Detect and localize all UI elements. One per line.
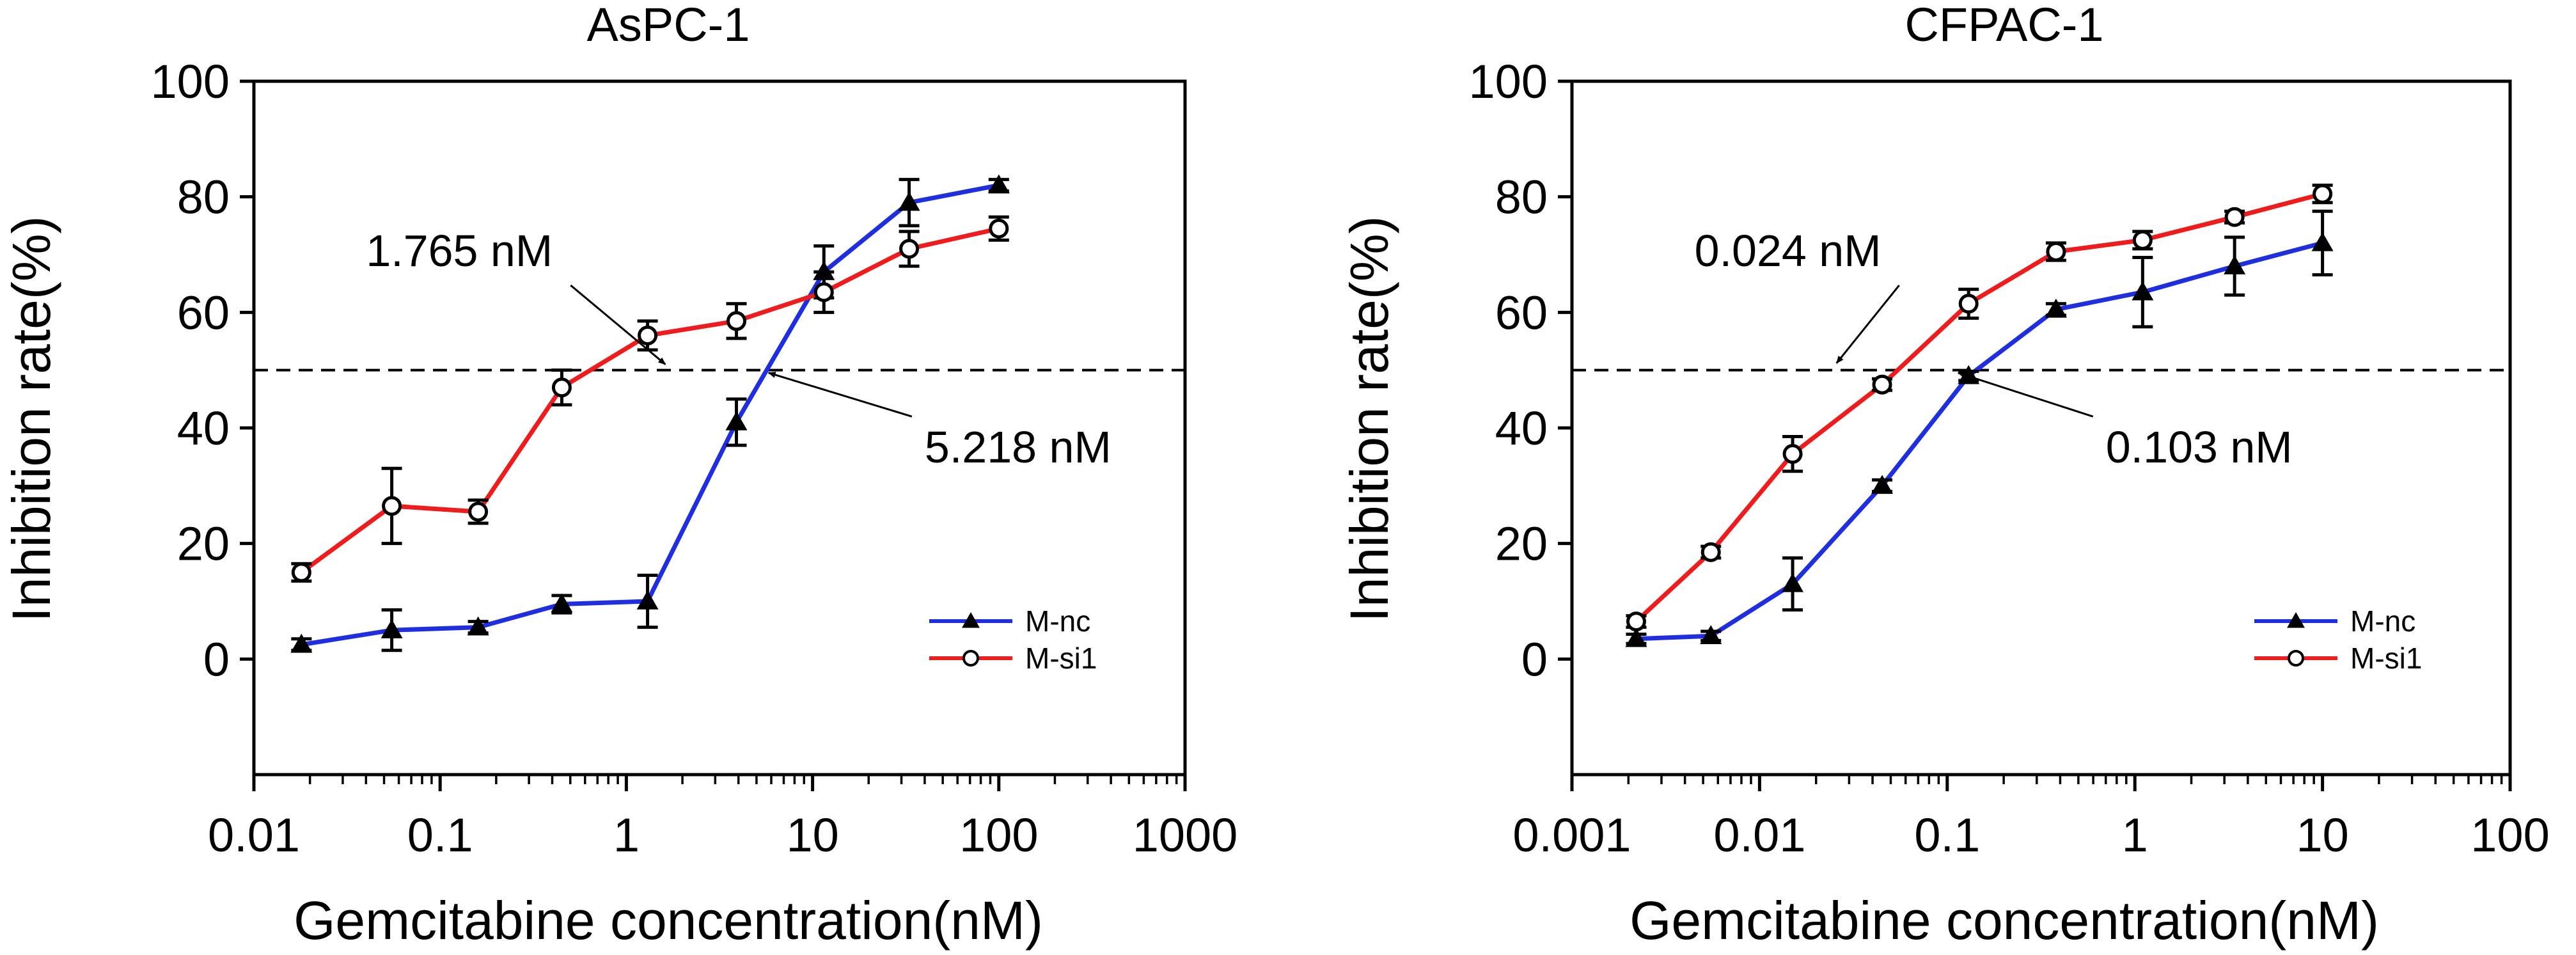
data-point-m-nc [898,191,920,211]
data-point-m-si1 [1626,612,1646,632]
x-tick-label: 100 [2470,809,2549,862]
data-point-m-si1 [1782,444,1803,464]
series-line-m-si1 [300,226,1000,574]
legend-marker [962,612,980,628]
data-point-m-nc [987,174,1010,194]
data-point-m-nc [2224,255,2246,274]
data-point-m-si1 [382,496,402,516]
x-tick-label: 0.01 [1713,809,1805,862]
legend-item-m-si1: M-si1 [2254,642,2422,675]
y-tick-label: 0 [1521,633,1548,686]
ic50-annotation: 5.218 nM [767,372,1111,472]
y-tick-label: 80 [177,171,230,224]
data-point-m-si1 [291,562,311,583]
ic50-annotation: 0.103 nM [1957,372,2293,472]
annotation-arrow [570,284,666,365]
y-tick-label: 60 [177,286,230,339]
y-tick-label: 20 [177,517,230,571]
y-tick-label: 40 [177,402,230,455]
data-point-m-nc [1958,365,1980,384]
y-tick-label: 0 [203,633,230,686]
x-tick-label: 1 [2122,809,2148,862]
legend-item-m-nc: M-nc [2254,604,2415,638]
data-point-m-si1 [551,377,572,398]
x-tick-label: 10 [786,809,838,862]
chart-title: CFPAC-1 [1905,0,2103,51]
legend-marker [2287,612,2305,628]
data-point-m-nc [1700,625,1722,644]
data-point-m-nc [551,593,573,613]
data-point-m-si1 [638,325,658,345]
data-point-m-nc [381,619,403,638]
ic50-label: 0.103 nM [2106,422,2293,472]
x-tick-label: 0.001 [1512,809,1631,862]
data-point-m-si1 [2224,207,2245,227]
data-point-m-nc [725,411,748,430]
ic50-label: 1.765 nM [366,226,553,276]
legend-item-m-si1: M-si1 [929,642,1097,675]
x-tick-label: 100 [959,809,1038,862]
plot-area: 0 20 40 60 80 100 0.01 0.1 1 10 100 1000 1.765 nM 5.2… [151,55,1238,862]
data-point-m-si1 [468,501,489,522]
legend-marker [2288,650,2304,667]
data-point-m-si1 [726,311,747,331]
x-axis-label: Gemcitabine concentration(nM) [1630,890,2379,951]
x-tick-label: 1 [613,809,640,862]
y-axis-label: Inhibition rate(%) [1,216,61,622]
data-point-m-nc [1782,572,1804,592]
legend-label: M-nc [1025,604,1090,638]
annotation-arrow [1835,285,1900,364]
data-point-m-nc [636,590,659,610]
x-tick-label: 0.01 [208,809,300,862]
data-point-m-nc [467,616,489,636]
ic50-label: 5.218 nM [925,422,1111,472]
legend-label: M-nc [2350,604,2415,638]
chart-panel-cfpac1: CFPAC-1 Inhibition rate(%) Gemcitabine c… [1339,0,2550,951]
data-point-m-si1 [1958,294,1979,314]
data-point-m-si1 [2046,241,2066,262]
legend-label: M-si1 [1025,642,1097,675]
data-point-m-si1 [1700,542,1721,562]
y-tick-label: 60 [1495,286,1548,339]
data-point-m-nc [1871,475,1894,494]
x-tick-label: 10 [2296,809,2348,862]
y-tick-label: 80 [1495,171,1548,224]
data-point-m-si1 [899,239,920,259]
ic50-annotation: 0.024 nM [1695,226,1900,364]
data-point-m-si1 [989,218,1009,239]
y-axis-label: Inhibition rate(%) [1339,216,1399,622]
y-tick-label: 100 [1469,55,1548,108]
annotation-arrow [1957,372,2094,418]
annotation-arrow [767,372,913,418]
data-point-m-nc [1625,627,1647,647]
data-point-m-si1 [2313,184,2333,204]
y-tick-label: 100 [151,55,230,108]
data-point-m-nc [2311,232,2334,251]
x-axis-label: Gemcitabine concentration(nM) [294,890,1043,951]
chart-panel-aspc1: AsPC-1 Inhibition rate(%) Gemcitabine co… [1,0,1237,951]
ic50-annotation: 1.765 nM [366,226,666,365]
data-point-m-nc [2045,298,2067,318]
y-tick-label: 20 [1495,517,1548,571]
x-tick-label: 1000 [1133,809,1238,862]
data-point-m-si1 [813,282,834,303]
legend-marker [962,650,979,667]
y-tick-label: 40 [1495,402,1548,455]
legend-label: M-si1 [2350,642,2422,675]
data-point-m-si1 [1872,374,1892,395]
plot-area: 0 20 40 60 80 100 0.001 0.01 0.1 1 10 100 0.024 nM 0.… [1469,55,2550,862]
x-tick-label: 0.1 [1914,809,1980,862]
x-tick-label: 0.1 [407,809,473,862]
data-point-m-nc [290,633,313,653]
chart-title: AsPC-1 [587,0,750,51]
legend-item-m-nc: M-nc [929,604,1090,638]
data-point-m-nc [2132,281,2154,301]
data-point-m-si1 [2132,230,2153,250]
ic50-label: 0.024 nM [1695,226,1881,276]
